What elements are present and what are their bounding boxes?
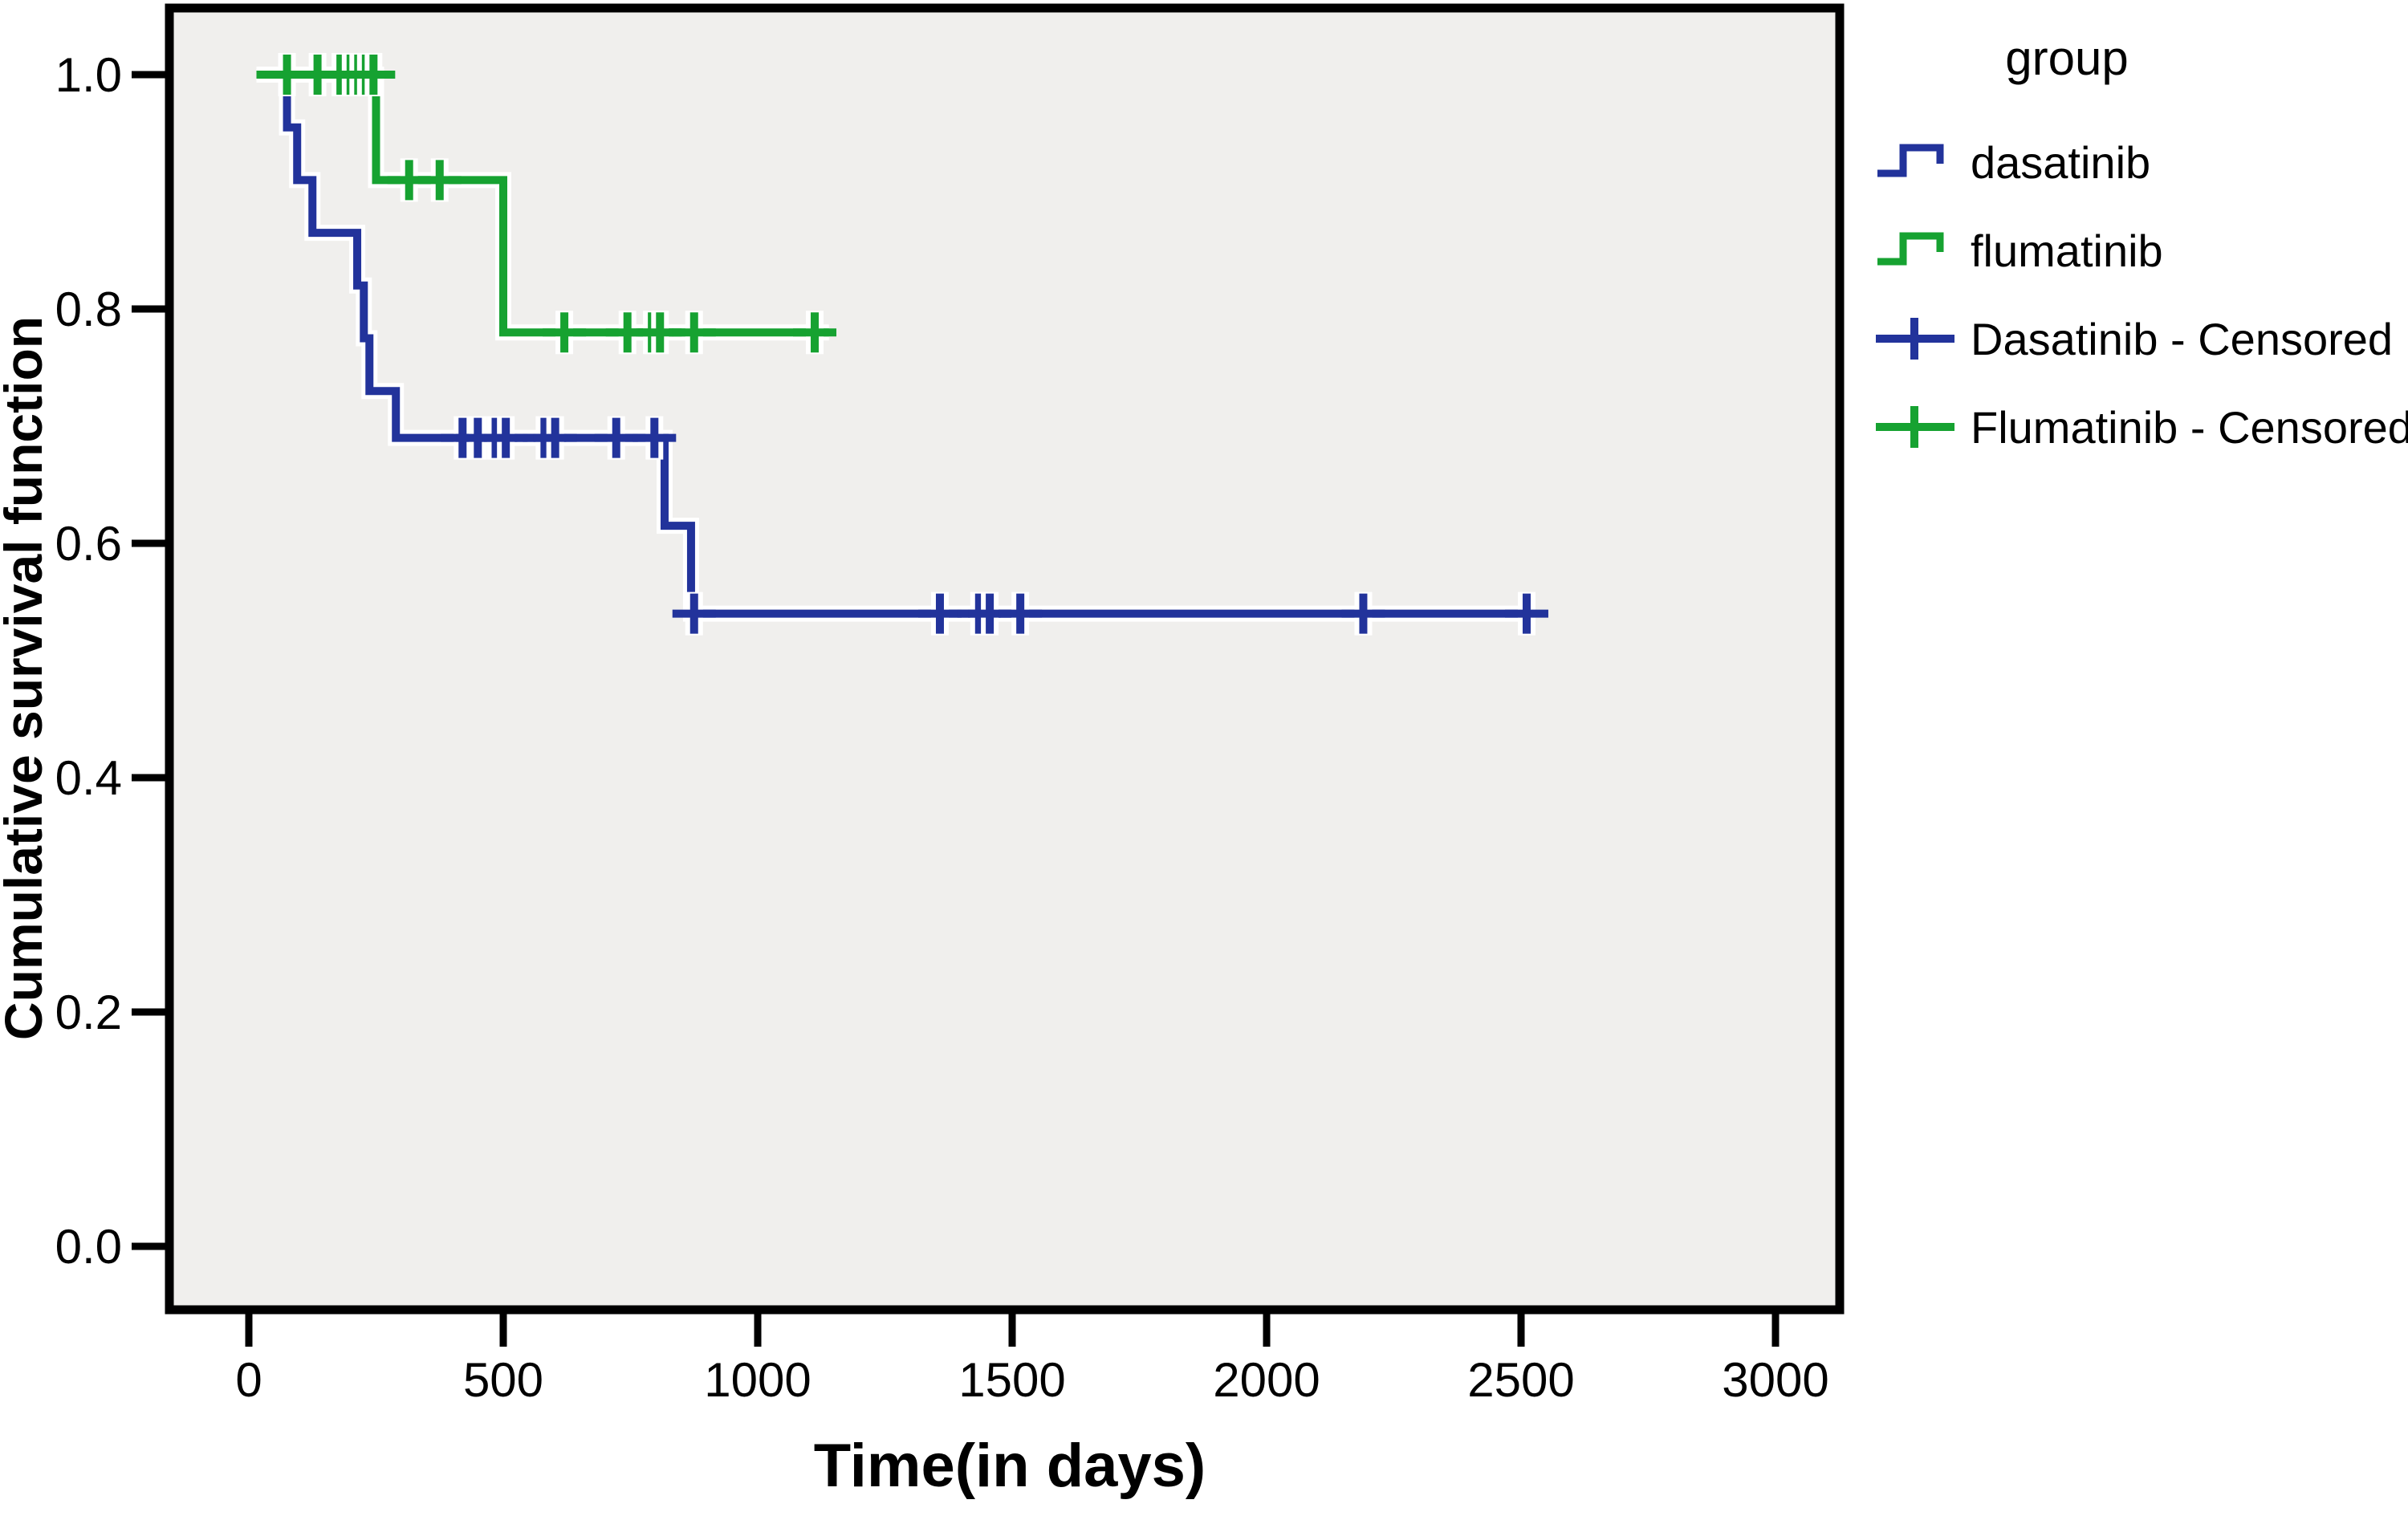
legend-item-dasatinib-censored: Dasatinib - Censored	[1874, 295, 2404, 383]
legend-item-flumatinib-line: flumatinib	[1874, 206, 2404, 295]
x-tick-label: 2000	[1213, 1353, 1320, 1407]
legend-item-dasatinib-line: dasatinib	[1874, 118, 2404, 206]
y-tick-label: 0.8	[55, 282, 122, 336]
legend-item-flumatinib-censored: Flumatinib - Censored	[1874, 383, 2408, 471]
y-tick-label: 0.2	[55, 986, 122, 1039]
x-tick-label: 1500	[958, 1353, 1065, 1407]
legend-label: dasatinib	[1971, 136, 2151, 188]
step-line-icon	[1877, 144, 1944, 177]
legend-label: flumatinib	[1971, 225, 2163, 276]
x-tick-label: 0	[235, 1353, 262, 1407]
x-tick-label: 2500	[1467, 1353, 1574, 1407]
y-tick-label: 0.4	[55, 751, 122, 805]
step-line-icon	[1877, 232, 1944, 266]
x-axis-title: Time(in days)	[814, 1432, 1206, 1500]
plot-frame	[165, 3, 1845, 1315]
dasatinib-curve	[256, 71, 1529, 618]
plot-area	[169, 8, 1840, 1310]
x-tick-label: 1000	[704, 1353, 811, 1407]
y-axis-title: Cumulative survival function	[0, 316, 53, 1040]
legend-label: Dasatinib - Censored	[1971, 313, 2394, 364]
x-tick-label: 500	[463, 1353, 543, 1407]
y-tick-label: 0.0	[55, 1220, 122, 1274]
y-tick-label: 0.6	[55, 517, 122, 571]
y-tick-label: 1.0	[55, 48, 122, 102]
x-tick-label: 3000	[1722, 1353, 1828, 1407]
legend-label: Flumatinib - Censored	[1971, 401, 2408, 453]
plus-censor-icon	[1876, 318, 1954, 360]
plus-censor-icon	[1876, 406, 1954, 448]
legend: group dasatinib flumatinib Dasatinib - C…	[1874, 30, 2408, 471]
legend-title: group	[2005, 31, 2129, 85]
